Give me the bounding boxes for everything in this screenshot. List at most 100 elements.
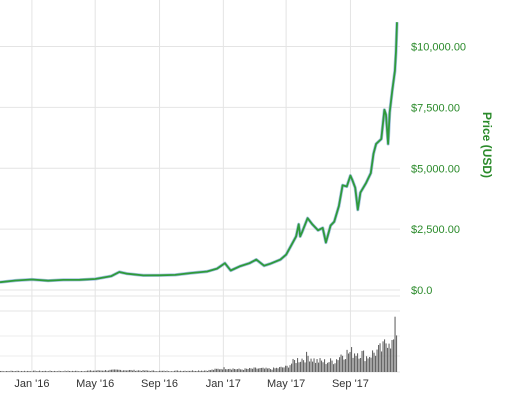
x-tick-label: May '17 — [267, 378, 305, 390]
volume-bar — [244, 368, 246, 372]
volume-bar — [175, 370, 177, 372]
volume-bar — [246, 368, 248, 372]
volume-bar — [205, 370, 207, 372]
y-tick-label: $0.0 — [411, 285, 432, 297]
volume-bar — [331, 360, 333, 372]
volume-bar — [27, 370, 29, 372]
volume-bar — [153, 370, 155, 372]
volume-bar — [184, 370, 186, 372]
volume-bar — [124, 370, 126, 372]
volume-bar — [228, 369, 230, 372]
volume-bar — [67, 370, 69, 372]
volume-bar — [169, 371, 171, 372]
volume-bar — [72, 370, 74, 372]
volume-bar — [162, 370, 164, 372]
volume-bar — [88, 370, 90, 372]
volume-bar — [181, 371, 183, 372]
volume-bar — [34, 370, 36, 372]
volume-bar — [69, 371, 71, 372]
volume-bar — [355, 355, 357, 372]
volume-bar — [237, 369, 239, 372]
volume-bar — [51, 371, 53, 372]
volume-bar — [346, 349, 348, 372]
volume-bar — [267, 368, 269, 372]
volume-bar — [4, 371, 6, 372]
volume-bar — [150, 371, 152, 372]
x-tick-label: Sep '17 — [332, 378, 369, 390]
volume-bar — [300, 361, 302, 372]
volume-bar — [361, 350, 363, 372]
volume-bar — [204, 370, 206, 372]
volume-bar — [315, 362, 317, 372]
volume-bar — [388, 343, 390, 372]
volume-bar — [220, 368, 222, 372]
volume-bar — [15, 371, 17, 372]
volume-bar — [60, 371, 62, 372]
y-tick-label: $7,500.00 — [411, 102, 460, 114]
volume-bar — [177, 370, 179, 372]
volume-bar — [310, 358, 312, 372]
volume-bar — [232, 368, 234, 372]
volume-bar — [360, 357, 362, 372]
volume-bar — [367, 358, 369, 372]
volume-bar — [6, 371, 8, 372]
volume-bar — [144, 370, 146, 372]
volume-bar — [13, 371, 15, 372]
volume-bar — [66, 371, 68, 372]
volume-bar — [21, 370, 23, 372]
volume-bar — [84, 371, 86, 372]
volume-bar — [252, 368, 254, 372]
volume-bar — [147, 370, 149, 372]
volume-bar — [30, 371, 32, 372]
volume-bar — [10, 370, 12, 372]
volume-bar — [9, 371, 11, 372]
volume-bar — [358, 358, 360, 372]
volume-bar — [31, 371, 33, 372]
volume-bar — [223, 367, 225, 372]
y-gridlines — [0, 46, 400, 373]
volume-bar — [159, 370, 161, 372]
volume-bar — [256, 368, 258, 372]
volume-bar — [376, 349, 378, 372]
volume-bar — [121, 370, 123, 372]
volume-bar — [363, 350, 365, 372]
volume-bar — [336, 359, 338, 372]
volume-bar — [343, 359, 345, 372]
volume-bar — [216, 368, 218, 372]
volume-bar — [321, 360, 323, 372]
volume-bar — [289, 365, 291, 372]
volume-bar — [46, 371, 48, 372]
volume-bar — [276, 367, 278, 372]
volume-bar — [318, 362, 320, 372]
volume-bar — [75, 370, 77, 372]
volume-bar — [339, 357, 341, 372]
volume-bar — [241, 369, 243, 372]
volume-bar — [249, 367, 251, 372]
volume-bar — [286, 365, 288, 372]
volume-bar — [127, 370, 129, 372]
volume-bar — [148, 370, 150, 372]
volume-bar — [103, 370, 105, 372]
volume-bar — [1, 370, 3, 372]
volume-bar — [193, 370, 195, 372]
volume-bar — [96, 370, 98, 372]
volume-bar — [90, 370, 92, 372]
price-series — [0, 22, 399, 284]
volume-bar — [373, 352, 375, 372]
volume-bar — [324, 359, 326, 372]
volume-bar — [166, 370, 168, 372]
volume-bar — [387, 347, 389, 372]
volume-bar — [76, 370, 78, 372]
volume-bar — [28, 370, 30, 372]
volume-bar — [156, 371, 158, 372]
volume-bar — [303, 360, 305, 372]
volume-bar — [3, 371, 5, 372]
volume-bar — [139, 370, 141, 372]
volume-bar — [255, 367, 257, 372]
volume-bar — [253, 367, 255, 372]
y-axis-ticks: $0.0 $2,500.00 $5,000.00 $7,500.00 $10,000.0… — [411, 42, 466, 297]
volume-bar — [82, 371, 84, 372]
volume-bar — [43, 370, 45, 372]
volume-bars — [0, 316, 398, 372]
volume-bar — [295, 363, 297, 372]
